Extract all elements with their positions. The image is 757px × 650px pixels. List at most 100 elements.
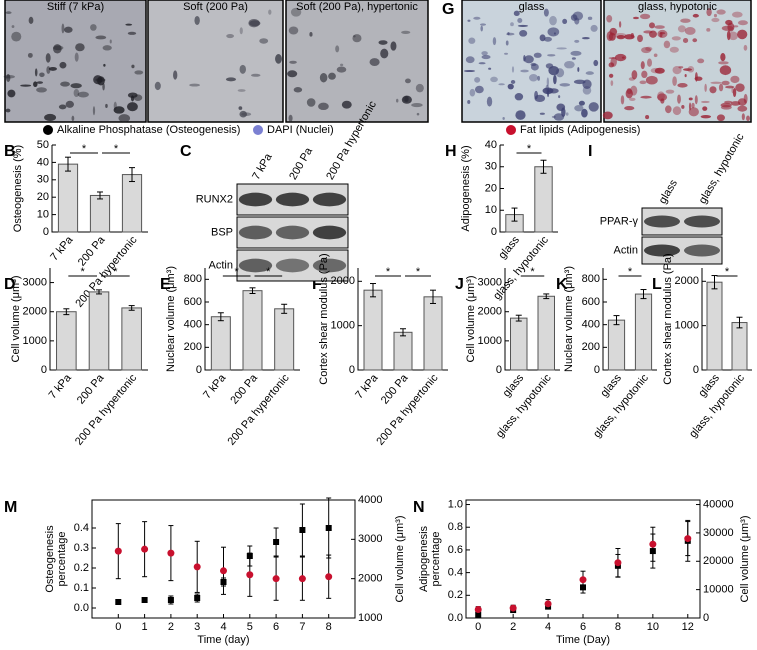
cell-blob [335, 45, 340, 53]
cell-blob [479, 23, 487, 26]
cell-blob [608, 73, 614, 78]
cell-blob [625, 88, 633, 99]
cell-blob [645, 75, 658, 85]
cell-blob [480, 25, 483, 32]
cell-blob [288, 26, 299, 35]
y-axis-label: Adipogenesis (%) [460, 145, 472, 231]
y2-tick-label: 2000 [358, 573, 382, 585]
y-axis-label: Cell volume (μm³) [465, 275, 477, 362]
y-axis-label: Cortex shear modulus (Pa) [662, 253, 674, 384]
bar [57, 163, 79, 233]
y-tick-label: 40 [485, 139, 497, 151]
cell-blob [238, 106, 243, 110]
cell-blob [737, 105, 748, 112]
cell-blob [77, 91, 89, 98]
data-point [298, 575, 306, 583]
cell-blob [524, 55, 534, 64]
cell-blob [328, 72, 336, 80]
panel-letter: N [413, 499, 425, 516]
cell-blob [5, 108, 11, 113]
significance-label: * [527, 143, 532, 155]
panel-letter: H [445, 143, 457, 160]
cell-blob [553, 32, 556, 35]
legend-label: DAPI (Nuclei) [267, 124, 334, 136]
cell-blob [469, 88, 476, 97]
cell-blob [341, 100, 352, 109]
panel-letter: M [4, 499, 17, 516]
cell-blob [226, 34, 235, 39]
cell-blob [34, 68, 38, 77]
cell-blob [602, 111, 613, 120]
cell-blob [614, 32, 627, 38]
cell-blob [746, 115, 750, 122]
bar [534, 166, 553, 233]
cell-blob [700, 114, 712, 119]
cell-blob [706, 28, 711, 32]
y-tick-label: 10 [37, 209, 49, 221]
cell-blob [103, 63, 106, 67]
x-tick-label: 200 Pa hypertonic [73, 372, 140, 448]
cell-blob [259, 38, 269, 44]
cell-blob [131, 64, 135, 69]
cell-blob [467, 99, 471, 104]
cell-blob [697, 58, 705, 64]
cell-blob [709, 86, 717, 94]
cell-blob [287, 70, 298, 78]
cell-blob [194, 15, 200, 26]
y-tick-label: 50 [37, 139, 49, 151]
bar [423, 296, 443, 371]
x-tick-label: 200 Pa [76, 233, 108, 268]
y2-tick-label: 30000 [703, 527, 734, 539]
cell-blob [20, 84, 32, 87]
panel-letter: L [652, 276, 662, 293]
cell-blob [488, 67, 492, 70]
x-tick-label: 7 kPa [353, 371, 381, 401]
y-tick-label: 0.3 [74, 542, 89, 554]
x-tick-label: 0 [115, 621, 121, 633]
y-tick-label: 0.0 [74, 602, 89, 614]
data-point [141, 597, 148, 603]
data-point [273, 539, 280, 545]
cell-blob [465, 56, 475, 64]
x-tick-label: 10 [647, 621, 659, 633]
cell-blob [721, 80, 730, 86]
cell-blob [510, 22, 514, 27]
cell-blob [680, 18, 691, 23]
cell-blob [519, 30, 528, 37]
data-point [141, 545, 149, 553]
y-tick-label: 200 [582, 341, 600, 353]
significance-label: * [81, 266, 86, 278]
bar [706, 281, 723, 371]
lane-label: glass, hypotonic [697, 131, 747, 206]
cell-blob [369, 58, 380, 66]
cell-blob [672, 106, 682, 116]
data-point [649, 540, 657, 548]
legend-marker [253, 125, 263, 135]
significance-label: * [386, 266, 391, 278]
cell-blob [58, 104, 67, 110]
cell-blob [643, 30, 653, 34]
image-caption: Stiff (7 kPa) [47, 1, 104, 13]
cell-blob [507, 31, 510, 36]
x-tick-label: 12 [682, 621, 694, 633]
cell-blob [669, 46, 679, 53]
cell-blob [733, 25, 739, 28]
y-axis-label: Cortex shear modulus (Pa) [318, 253, 330, 384]
cell-blob [725, 85, 735, 89]
cell-blob [593, 59, 599, 67]
significance-label: * [530, 266, 535, 278]
cell-blob [134, 70, 144, 75]
panel-letter: J [455, 276, 464, 293]
y-tick-label: 0.8 [448, 521, 463, 533]
cell-blob [506, 32, 515, 36]
x-tick-label: 7 kPa [201, 371, 229, 401]
cell-blob [684, 27, 696, 35]
cell-blob [570, 50, 582, 56]
cell-blob [474, 77, 481, 83]
cell-blob [645, 115, 650, 120]
data-point [167, 549, 175, 557]
cell-blob [36, 87, 47, 93]
data-point [544, 600, 552, 608]
y-tick-label: 0 [491, 226, 497, 238]
